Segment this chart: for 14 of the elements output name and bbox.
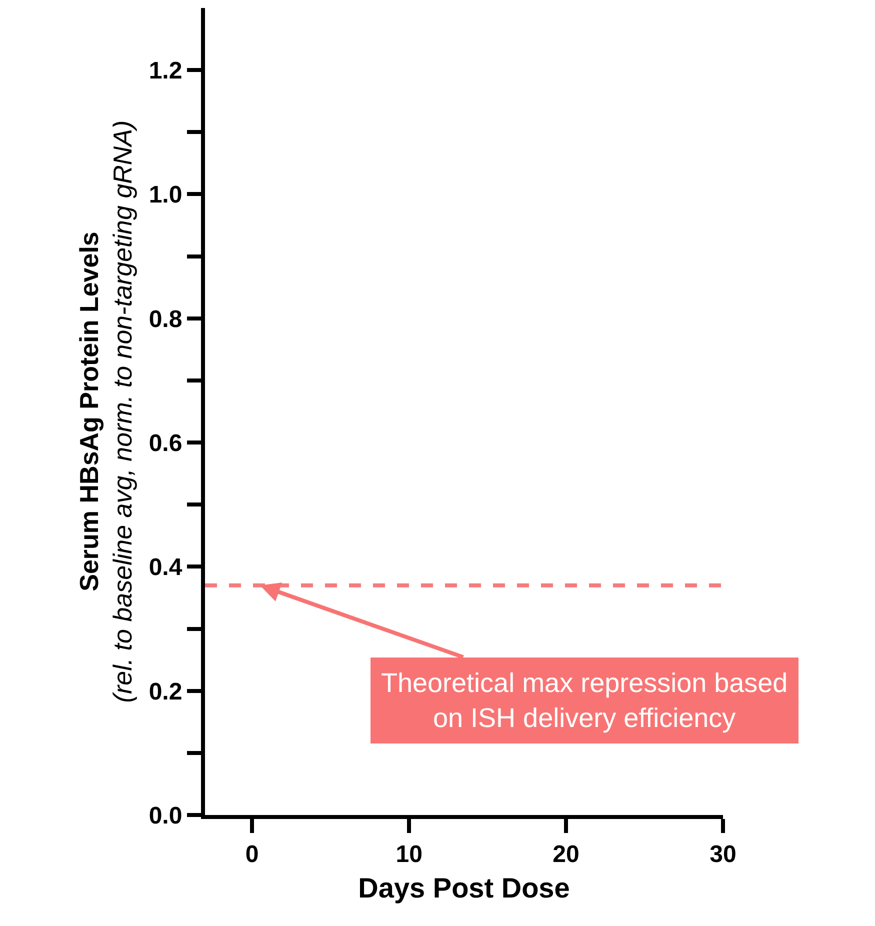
x-axis-title: Days Post Dose (358, 872, 570, 904)
y-tick-label: 0.0 (148, 802, 182, 830)
y-tick-label: 0.4 (148, 554, 183, 582)
x-tick-label: 30 (710, 840, 736, 868)
y-tick-label: 0.8 (148, 306, 182, 333)
x-tick-label: 10 (396, 840, 422, 868)
y-tick-label: 0.2 (148, 678, 182, 706)
y-axis-title: Serum HBsAg Protein Levels (rel. to baseline avg, norm. to non-targeting gRNA) (74, 120, 138, 703)
y-tick-label: 1.0 (148, 182, 182, 209)
x-tick-label: 20 (552, 840, 580, 868)
y-tick-label: 0.6 (148, 430, 182, 457)
y-tick-label: 1.2 (148, 57, 182, 84)
x-tick-label: 0 (245, 840, 259, 868)
annotation: Theoretical max repression based on ISH delivery efficiency (381, 668, 788, 734)
